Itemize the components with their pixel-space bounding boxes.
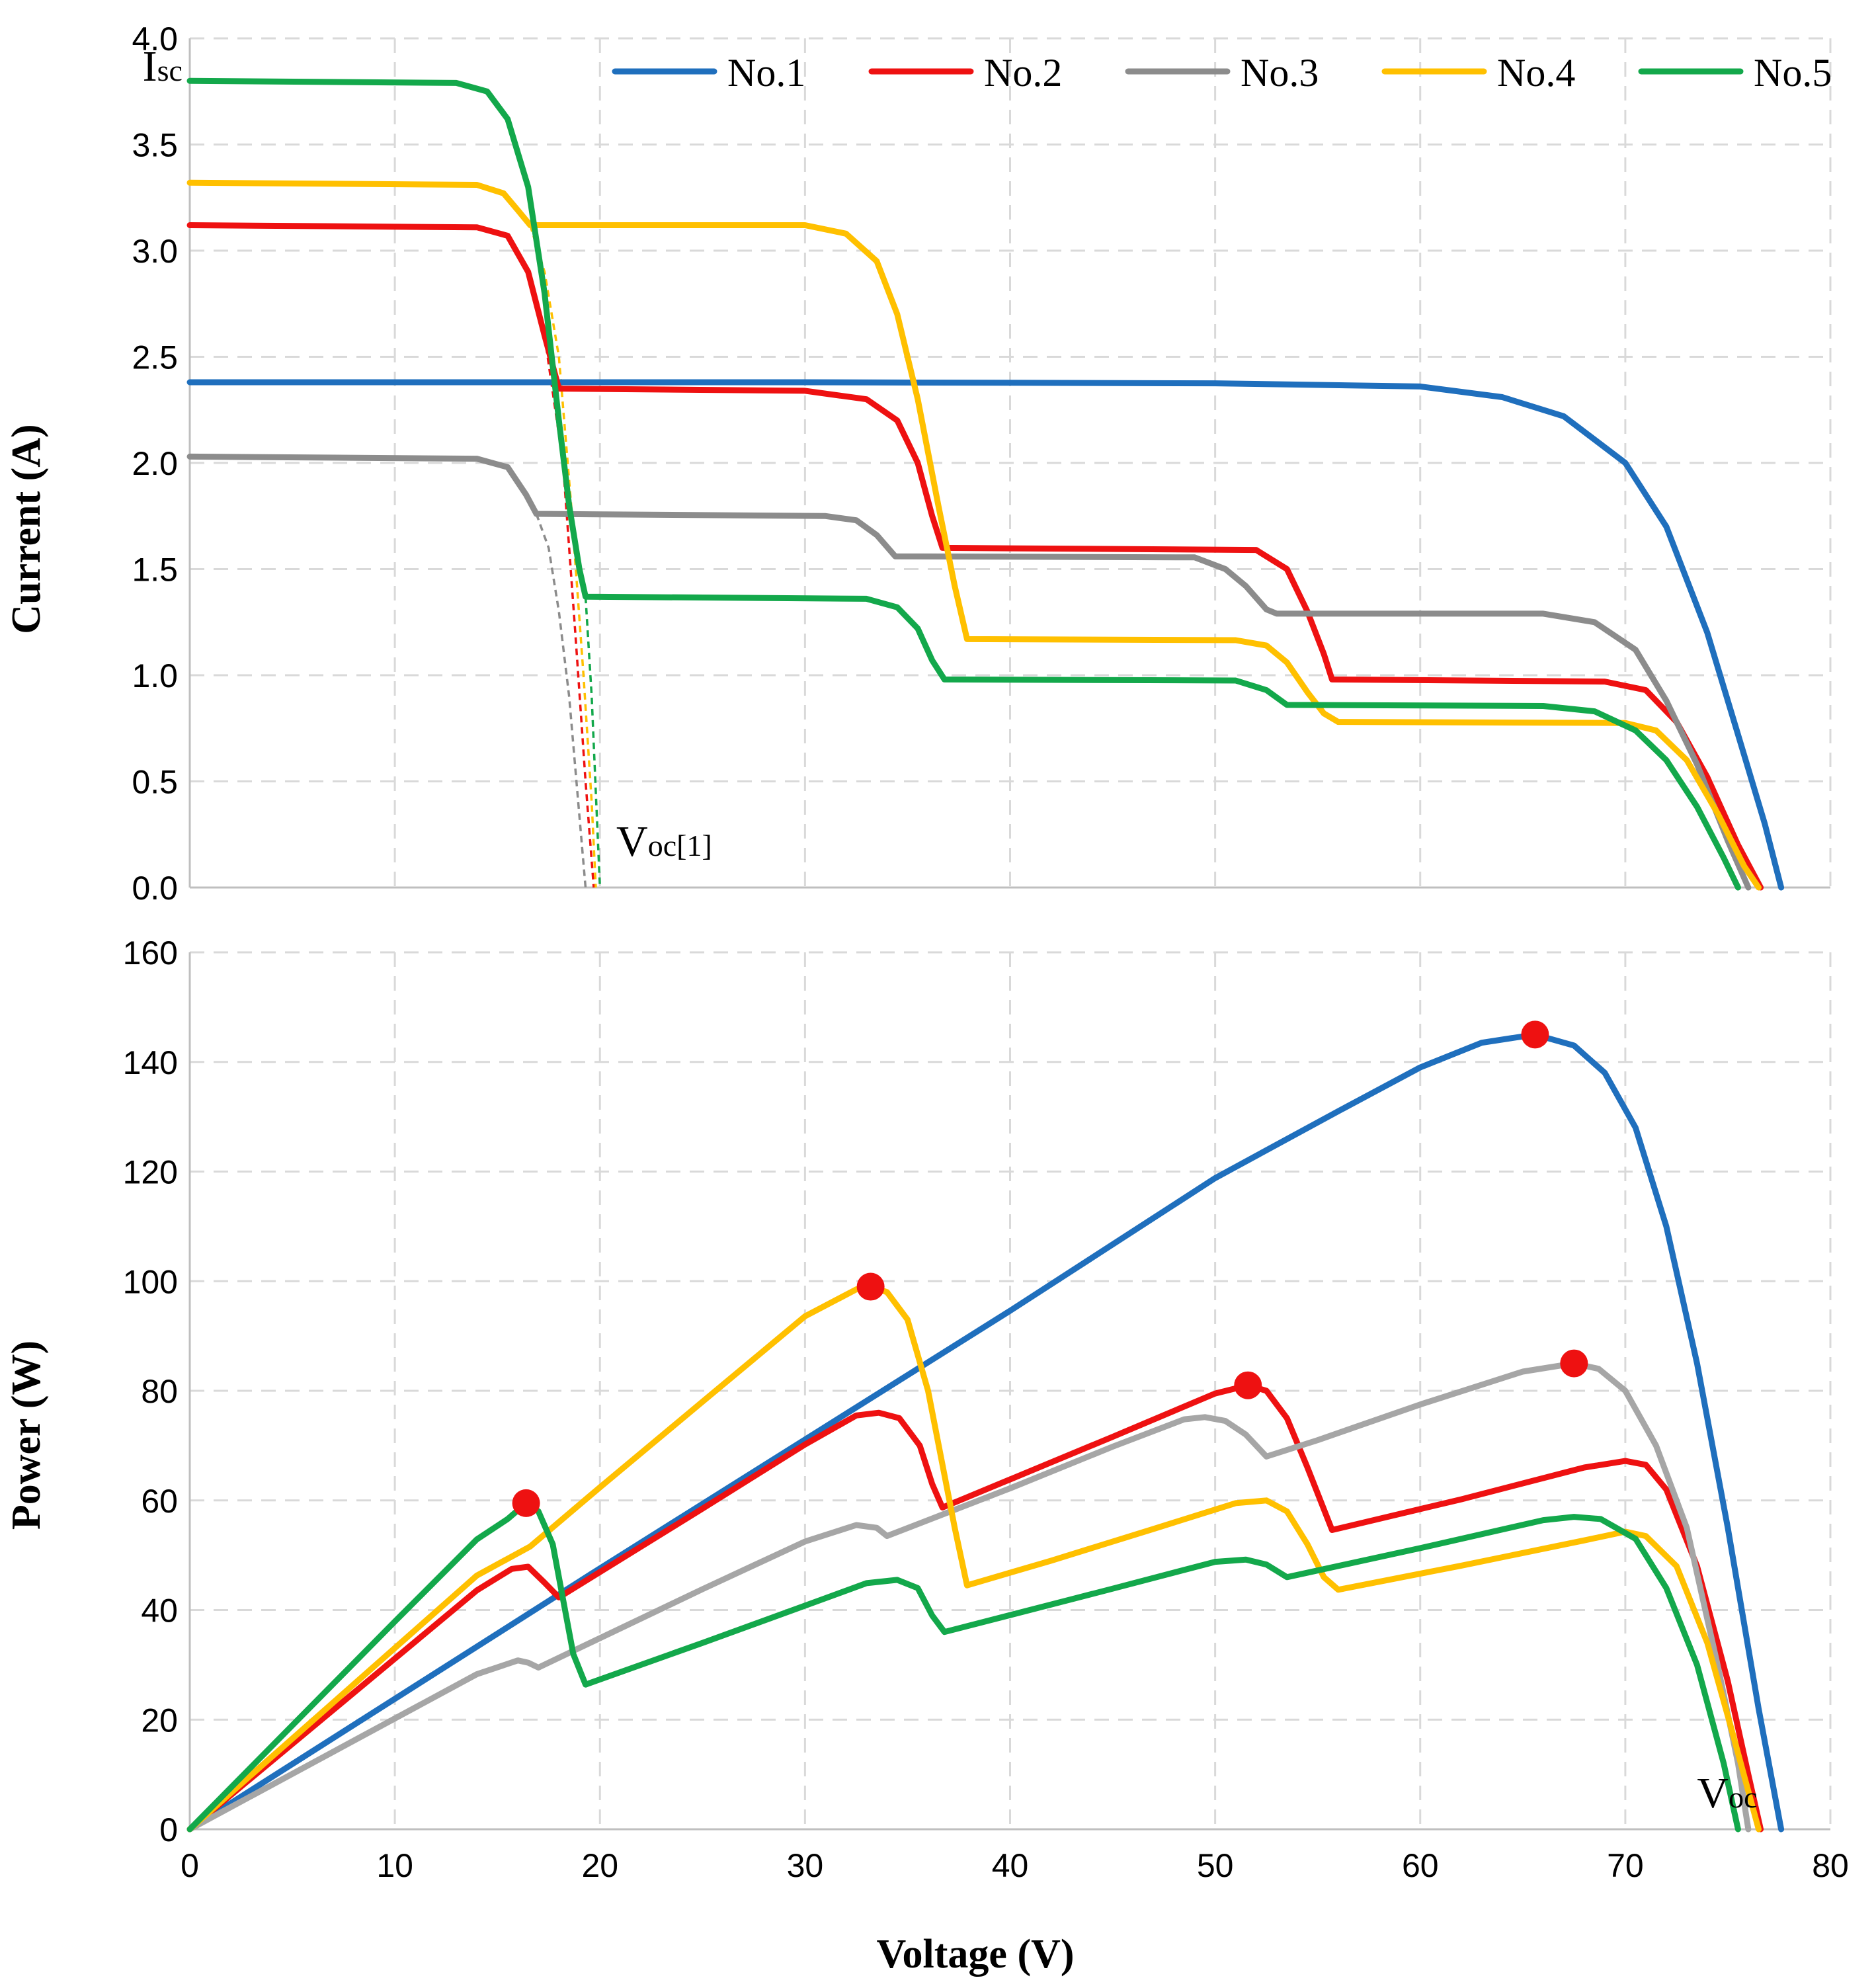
pv-x-tick-0: 0: [181, 1847, 199, 1884]
pv-series-no-4: [186, 1284, 1762, 1833]
pv-series-no-5: [186, 1500, 1741, 1833]
pv-x-axis-label: Voltage (V): [876, 1932, 1074, 1977]
iv-y-tick-1-5: 1.5: [132, 552, 178, 589]
iv-legend-label-no-3: No.3: [1241, 51, 1319, 95]
pv-series-no-1: [186, 1031, 1785, 1833]
iv-y-tick-4-0: 4.0: [132, 21, 178, 58]
iv-gridlines: [190, 37, 1832, 888]
iv-dashed-no-3-continued: [535, 513, 587, 888]
pv-mpp-marker-3: [1234, 1371, 1262, 1399]
pv-x-tick-80: 80: [1812, 1847, 1849, 1884]
iv-y-axis-label: Current (A): [4, 424, 49, 634]
iv-legend-label-no-2: No.2: [984, 51, 1062, 95]
iv-legend-label-no-1: No.1: [727, 51, 805, 95]
iv-y-tick-3-0: 3.0: [132, 233, 178, 270]
iv-chart: 0.00.51.01.52.02.53.03.54.0 Current (A) …: [4, 21, 1832, 907]
iv-series-no-1: [186, 379, 1785, 891]
pv-x-tick-labels: 0 10 20 30 40 50 60 70 80: [181, 1847, 1849, 1884]
pv-mpp-marker-2: [856, 1272, 885, 1301]
iv-y-tick-2-0: 2.0: [132, 445, 178, 482]
iv-legend-label-no-5: No.5: [1754, 51, 1832, 95]
iv-series-group: [186, 77, 1785, 891]
pv-series-no-3: [186, 1360, 1752, 1833]
pv-series-no-2: [186, 1382, 1764, 1833]
pv-y-axis-label: Power (W): [4, 1341, 49, 1530]
pv-x-tick-50: 50: [1197, 1847, 1234, 1884]
iv-y-tick-3-5: 3.5: [132, 127, 178, 164]
pv-y-tick-100: 100: [123, 1263, 178, 1300]
pv-y-tick-140: 140: [123, 1044, 178, 1081]
pv-x-tick-70: 70: [1607, 1847, 1644, 1884]
pv-y-tick-20: 20: [141, 1702, 178, 1739]
iv-y-tick-0-0: 0.0: [132, 870, 178, 907]
pv-gridlines: [190, 951, 1832, 1829]
pv-series-group: [186, 1031, 1785, 1833]
pv-mpp-marker-1: [512, 1489, 540, 1517]
pv-mpp-marker-4: [1521, 1020, 1549, 1049]
pv-x-tick-60: 60: [1402, 1847, 1439, 1884]
iv-annotations: Isc Voc[1]: [143, 42, 712, 866]
pv-x-tick-10: 10: [376, 1847, 413, 1884]
pv-y-tick-60: 60: [141, 1483, 178, 1520]
iv-annotation-i-sc: Isc: [143, 42, 183, 91]
iv-y-tick-2-5: 2.5: [132, 339, 178, 376]
pv-mpp-marker-5: [1560, 1349, 1588, 1378]
iv-annotation-v-oc-1: Voc[1]: [616, 817, 712, 866]
pv-annotations: Voc: [1697, 1769, 1757, 1817]
iv-dashed-no-5-continued: [584, 597, 602, 888]
pv-y-tick-120: 120: [123, 1154, 178, 1191]
iv-y-tick-1-0: 1.0: [132, 657, 178, 694]
iv-y-tick-labels: 0.0 0.5 1.0 1.5 2.0 2.5 3.0 3.5 4.0: [132, 21, 178, 907]
iv-series-no-4: [186, 179, 1762, 891]
iv-y-tick-0-5: 0.5: [132, 764, 178, 801]
iv-legend-label-no-4: No.4: [1497, 51, 1575, 95]
pv-y-tick-80: 80: [141, 1373, 178, 1410]
pv-y-tick-160: 160: [123, 934, 178, 972]
pv-x-tick-30: 30: [787, 1847, 824, 1884]
pv-x-tick-20: 20: [581, 1847, 618, 1884]
iv-legend: No.1 No.2 No.3 No.4 No.5: [612, 51, 1832, 95]
iv-series-no-5: [186, 77, 1741, 891]
pv-mpp-markers: [512, 1020, 1588, 1517]
pv-y-tick-40: 40: [141, 1593, 178, 1630]
pv-axes: [188, 952, 1830, 1831]
iv-series-no-2: [186, 222, 1764, 891]
iv-series-no-3: [186, 453, 1752, 891]
pv-annotation-v-oc: Voc: [1697, 1769, 1757, 1817]
pv-y-tick-0: 0: [159, 1811, 178, 1848]
pv-x-tick-40: 40: [992, 1847, 1029, 1884]
pv-y-tick-labels: 0 20 40 60 80 100 120 140 160: [123, 934, 178, 1848]
